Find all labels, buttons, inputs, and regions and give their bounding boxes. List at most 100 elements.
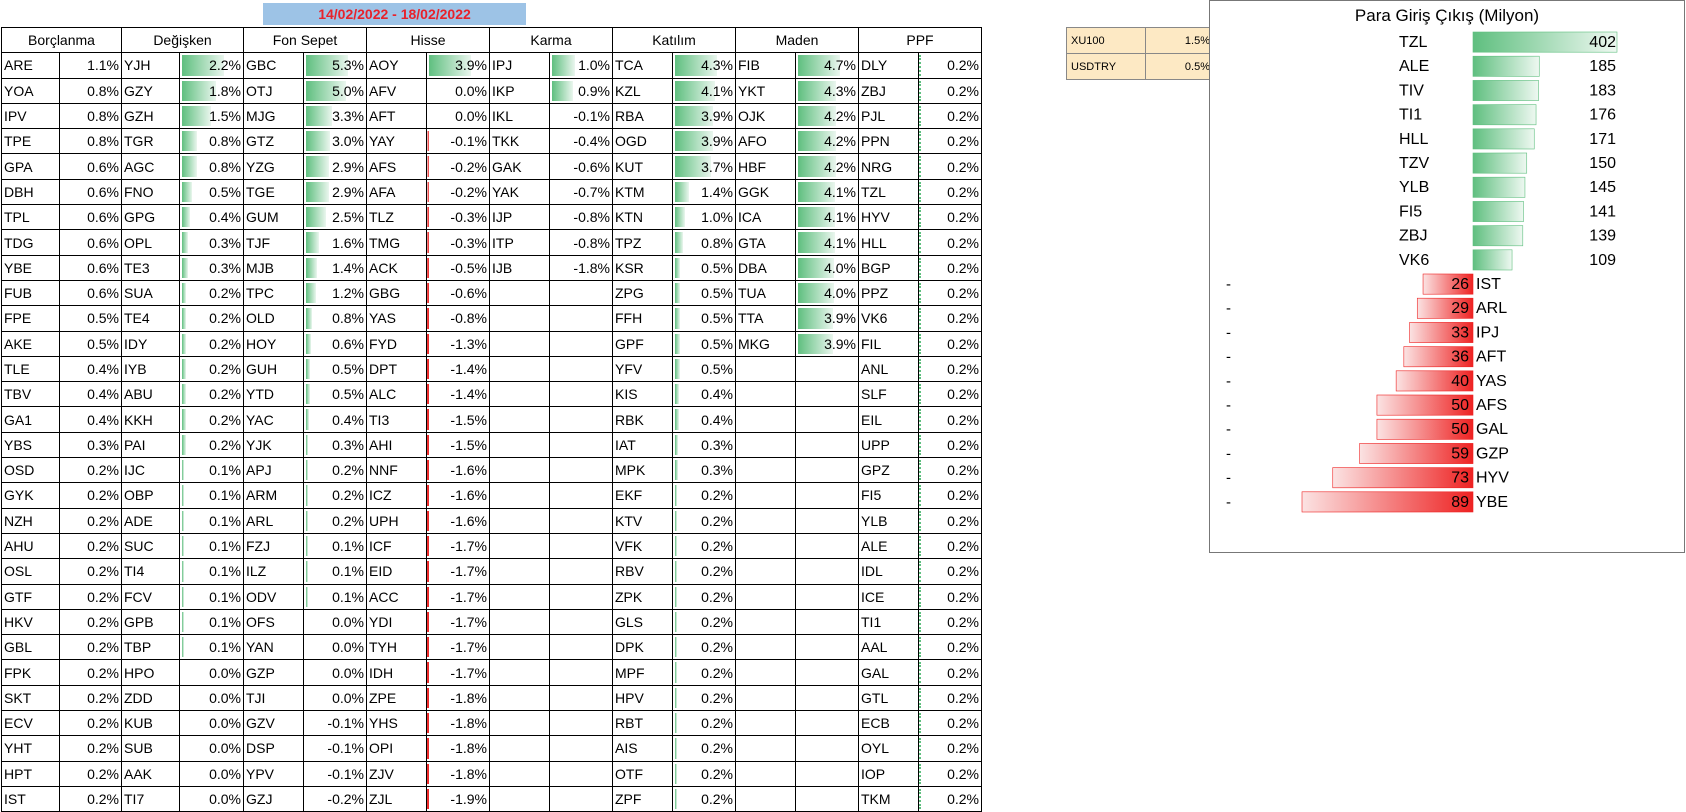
return-bar (798, 80, 836, 101)
return-value: 5.0% (332, 82, 364, 99)
table-row: TBV 0.4% ABU 0.2% YTD 0.5% ALC -1.4% KIS 0.4% SLF 0… (1, 381, 982, 408)
inflow-value-label: 176 (1589, 107, 1616, 124)
fund-code-cell: HBF (735, 153, 796, 180)
return-cell: 3.0% (303, 128, 367, 155)
outflow-category-label: YBE (1476, 494, 1508, 511)
return-value: 0.1% (332, 588, 364, 605)
return-cell (549, 406, 613, 433)
return-bar (182, 105, 211, 127)
return-cell (795, 507, 859, 534)
return-cell: 4.2% (795, 153, 859, 180)
table-row: AKE 0.5% IDY 0.2% HOY 0.6% FYD -1.3% GPF 0.5% MKG 3… (1, 330, 982, 357)
outflow-sign-label: - (1226, 324, 1231, 341)
fund-code-cell: ICA (735, 204, 796, 231)
return-cell (549, 583, 613, 610)
return-bar (182, 308, 186, 329)
return-bar (675, 535, 677, 557)
return-cell: 0.2% (672, 507, 736, 534)
return-bar (427, 232, 429, 253)
outflow-value-label: 33 (1451, 324, 1469, 341)
table-row: GPA 0.6% AGC 0.8% YZG 2.9% AFS -0.2% GAK -0.6% KUT… (1, 153, 982, 180)
return-value: -1.4% (450, 386, 487, 403)
fund-code-cell: TDG (1, 229, 60, 256)
table-row: DBH 0.6% FNO 0.5% TGE 2.9% AFA -0.2% YAK -0.7% KTM… (1, 178, 982, 206)
return-bar (919, 637, 923, 658)
return-value: 0.2% (701, 613, 733, 630)
table-row: FUB 0.6% SUA 0.2% TPC 1.2% GBG -0.6% ZPG 0.5% TUA 4… (1, 279, 982, 307)
return-value: 4.2% (824, 133, 856, 150)
fund-code-cell: BGP (858, 254, 919, 281)
return-cell: 0.2% (303, 482, 367, 509)
fund-code-cell: TE3 (121, 254, 180, 281)
return-cell (795, 634, 859, 661)
return-cell: 0.2% (59, 457, 122, 484)
return-cell (549, 684, 613, 712)
return-value: 0.8% (209, 133, 241, 150)
fund-code-cell (489, 406, 550, 433)
fund-code-cell: SKT (1, 684, 60, 712)
return-cell (795, 532, 859, 560)
return-bar (182, 358, 186, 380)
return-value: 0.2% (701, 639, 733, 656)
fund-code-cell: TKM (858, 785, 919, 812)
return-bar (919, 156, 923, 177)
return-bar (306, 308, 312, 329)
return-bar (675, 358, 680, 380)
return-value: 0.0% (332, 639, 364, 656)
fund-code-cell: SUA (121, 279, 180, 307)
return-value: 0.8% (87, 108, 119, 125)
return-value: 3.9% (455, 57, 487, 74)
return-cell: -1.7% (426, 659, 490, 686)
return-value: -0.3% (450, 234, 487, 251)
return-bar (675, 738, 677, 759)
fund-code-cell: DLY (858, 52, 919, 79)
return-bar (306, 460, 308, 481)
return-value: -1.4% (450, 361, 487, 377)
return-bar (919, 713, 923, 734)
fund-code-cell: IKL (489, 102, 550, 130)
column-header: Katılım (612, 26, 736, 54)
return-cell: -0.2% (426, 153, 490, 180)
return-cell: -0.4% (549, 128, 613, 155)
return-value: 0.2% (332, 487, 364, 504)
return-cell: 3.7% (672, 153, 736, 180)
fund-code-cell: KSR (612, 254, 673, 281)
table-row: FPK 0.2% HPO 0.0% GZP 0.0% IDH -1.7% MPF 0.2% GAL 0… (1, 659, 982, 686)
return-cell: -1.7% (426, 558, 490, 585)
return-cell: 0.5% (303, 381, 367, 408)
column-header: Değişken (121, 26, 244, 54)
fund-code-cell: OYL (858, 735, 919, 762)
return-bar (306, 282, 316, 304)
fund-code-cell: TI4 (121, 558, 180, 585)
fund-code-cell: HLL (858, 229, 919, 256)
return-value: 0.1% (209, 462, 241, 479)
return-cell: 0.0% (179, 735, 244, 762)
fund-code-cell: GZV (243, 710, 304, 737)
return-bar (427, 611, 429, 633)
return-cell: 0.1% (179, 457, 244, 484)
return-bar (675, 257, 680, 278)
fund-code-cell: MJG (243, 102, 304, 130)
return-cell: 0.2% (918, 785, 982, 812)
return-cell: 0.2% (672, 735, 736, 762)
table-header-row: Borçlanma Değişken Fon Sepet Hisse Karma Katı… (1, 26, 982, 54)
fund-code-cell (489, 583, 550, 610)
fund-code-cell: KTN (612, 204, 673, 231)
return-value: 0.4% (209, 209, 241, 226)
fund-code-cell: RBV (612, 558, 673, 585)
return-value: 0.2% (701, 689, 733, 706)
return-value: 0.3% (701, 462, 733, 479)
return-cell: 0.2% (918, 583, 982, 610)
return-bar (306, 586, 308, 607)
return-cell: 0.2% (672, 608, 736, 636)
return-cell: 0.5% (672, 254, 736, 281)
fund-code-cell (735, 355, 796, 383)
return-cell: 4.1% (795, 229, 859, 256)
fund-code-cell: VK6 (858, 305, 919, 332)
fund-code-cell: IYB (121, 355, 180, 383)
return-cell: 2.9% (303, 153, 367, 180)
return-cell (795, 355, 859, 383)
outflow-sign-label: - (1226, 397, 1231, 414)
return-cell: 0.2% (179, 330, 244, 357)
return-cell: -1.8% (549, 254, 613, 281)
